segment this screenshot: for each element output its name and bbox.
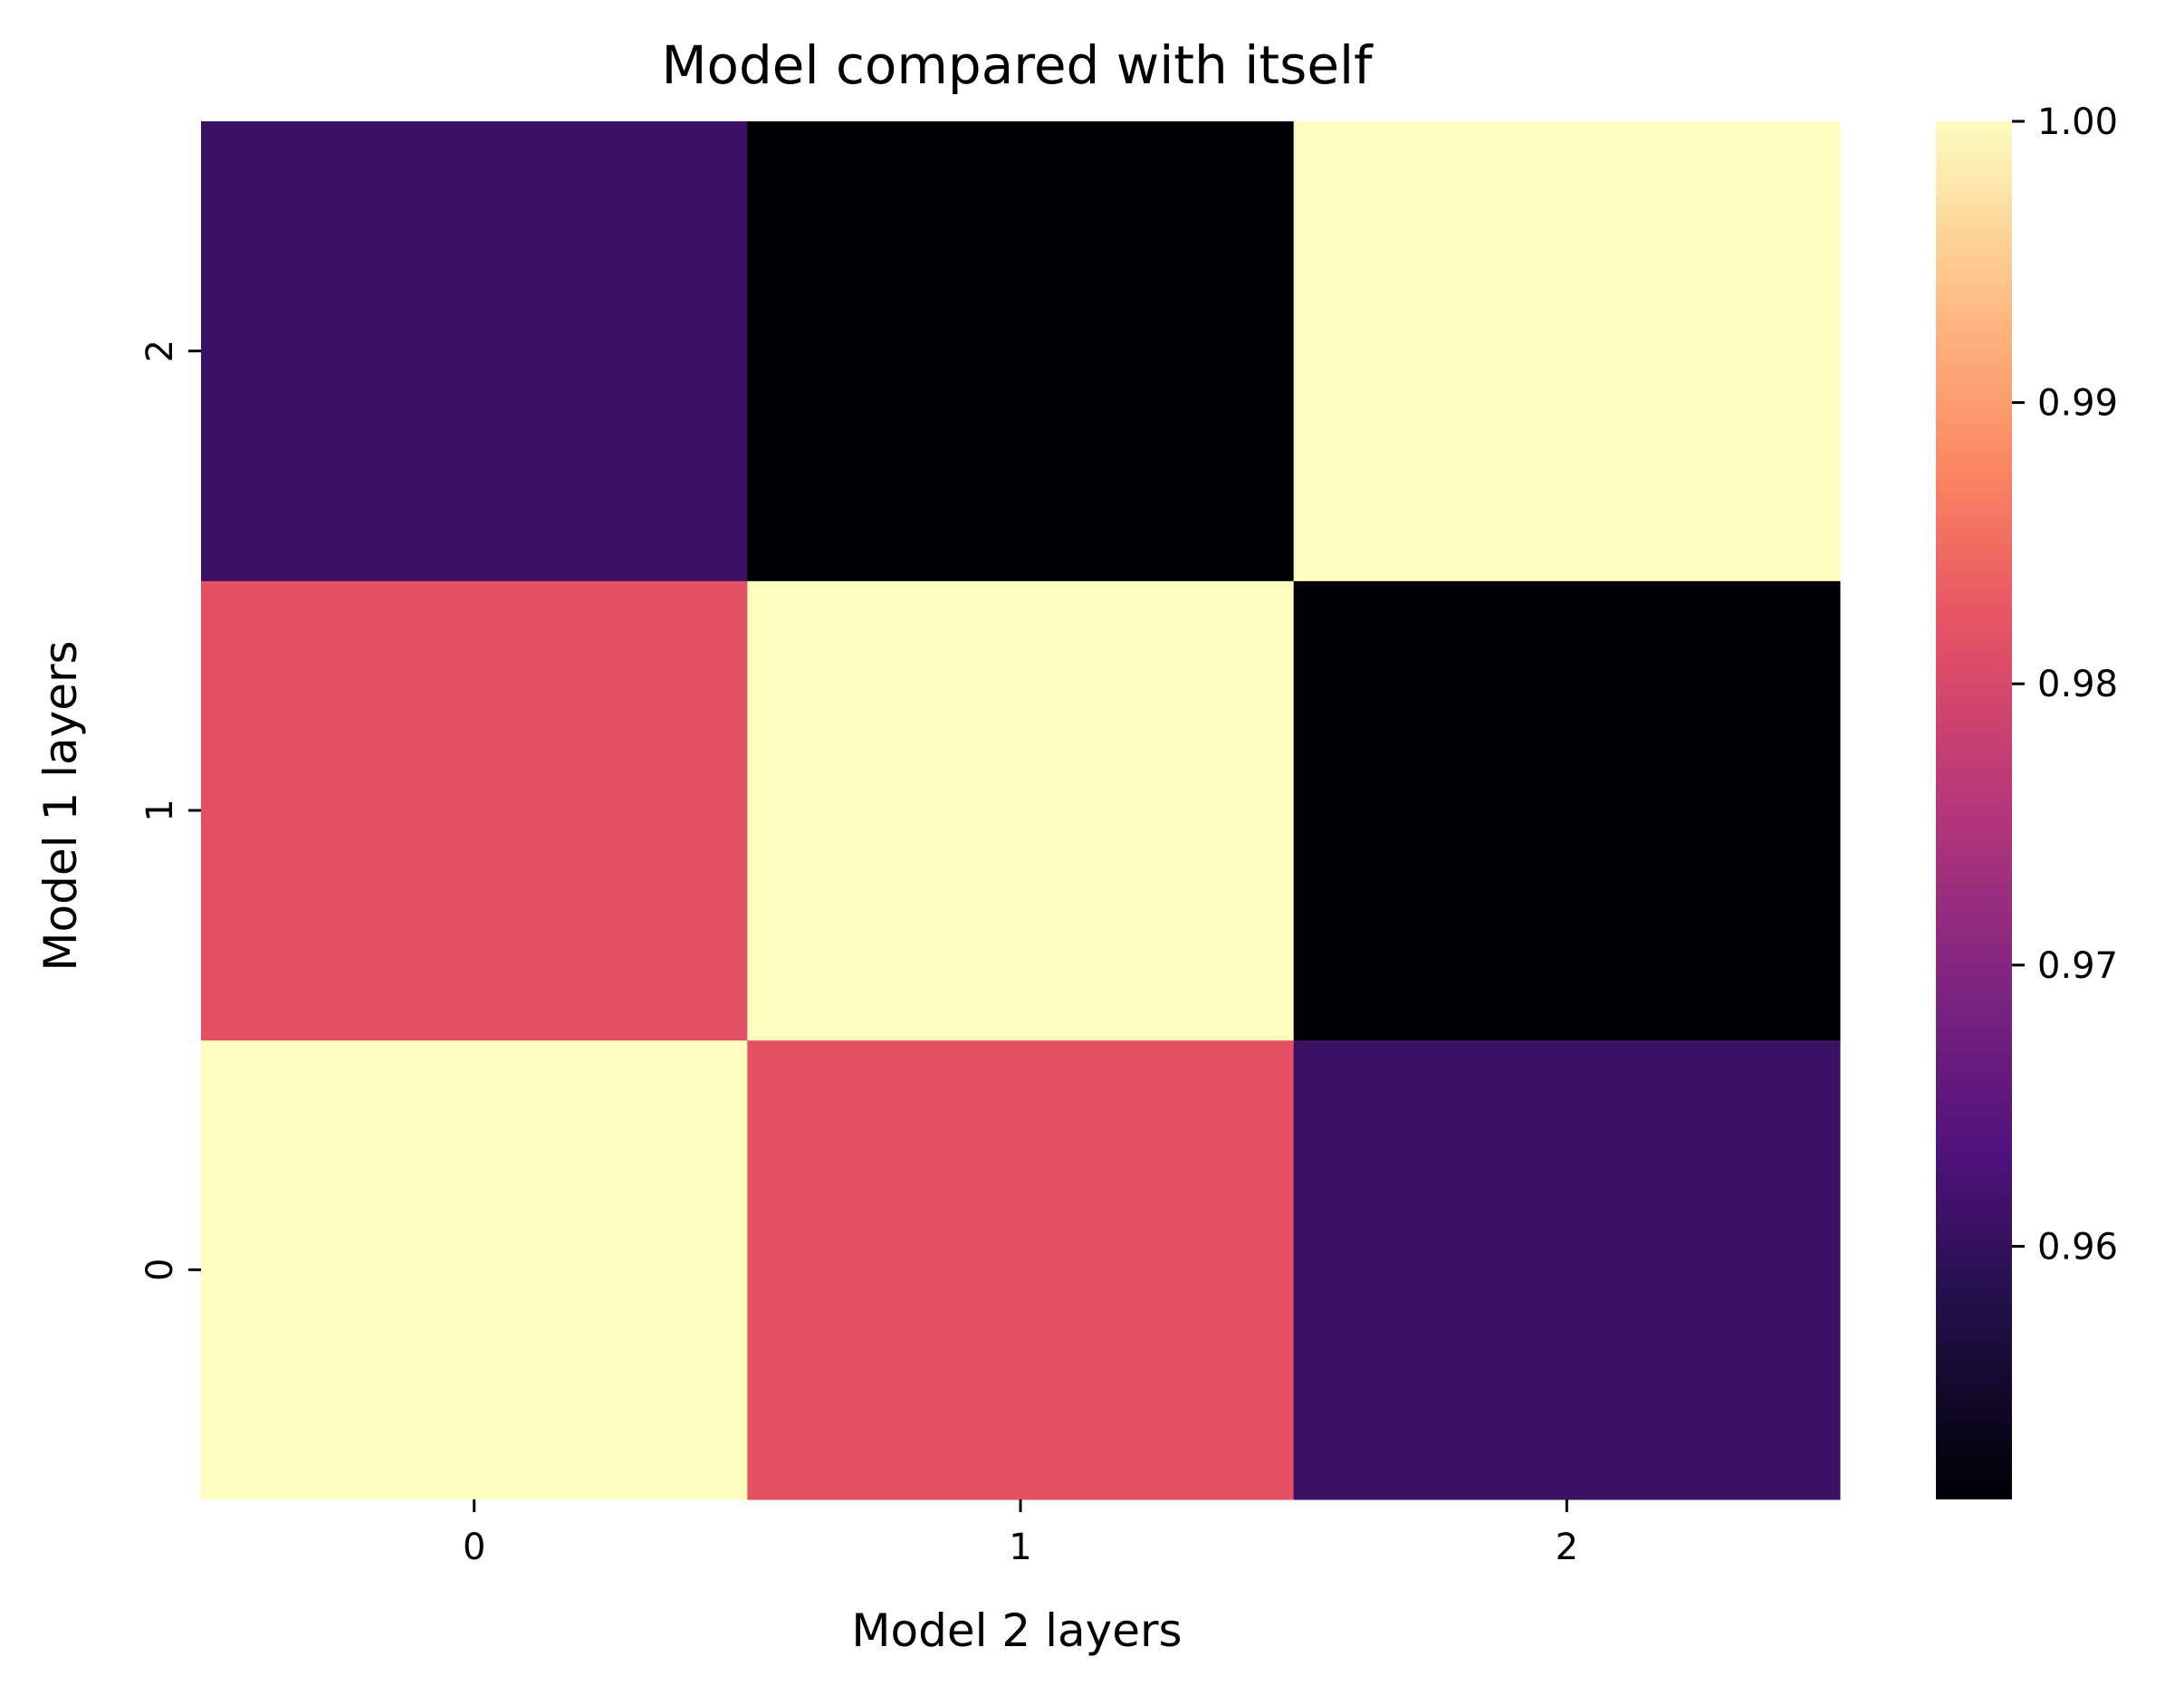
heatmap-cell (201, 1039, 748, 1500)
y-tick-label: 0 (139, 1259, 181, 1281)
colorbar-ticks: 0.96 0.97 0.98 0.99 1.00 (2012, 101, 2118, 1268)
heatmap-cell (747, 121, 1295, 581)
colorbar-tick-label: 0.97 (2037, 945, 2118, 987)
heatmap-cell (747, 580, 1295, 1041)
heatmap-cells (201, 121, 1841, 1500)
x-tick-label: 0 (463, 1527, 485, 1568)
y-axis-ticks: 0 1 2 (139, 340, 201, 1281)
colorbar-tick-label: 1.00 (2037, 101, 2118, 143)
y-axis-label: Model 1 layers (34, 640, 87, 971)
y-tick-label: 1 (139, 799, 181, 821)
heatmap-cell (1293, 1039, 1841, 1500)
colorbar-tick-label: 0.98 (2037, 664, 2118, 705)
colorbar-tick-label: 0.96 (2037, 1226, 2118, 1268)
colorbar-tick-label: 0.99 (2037, 383, 2118, 425)
y-tick-label: 2 (139, 340, 181, 362)
heatmap-cell (201, 580, 748, 1041)
heatmap-cell (1293, 121, 1841, 581)
x-axis-ticks: 0 1 2 (463, 1499, 1578, 1568)
colorbar (1936, 121, 2012, 1499)
x-tick-label: 2 (1556, 1527, 1578, 1568)
x-axis-label: Model 2 layers (851, 1604, 1182, 1657)
heatmap-cell (1293, 580, 1841, 1041)
heatmap-cell (201, 121, 748, 581)
chart-title: Model compared with itself (661, 34, 1374, 96)
heatmap-cell (747, 1039, 1295, 1500)
x-tick-label: 1 (1009, 1527, 1031, 1568)
